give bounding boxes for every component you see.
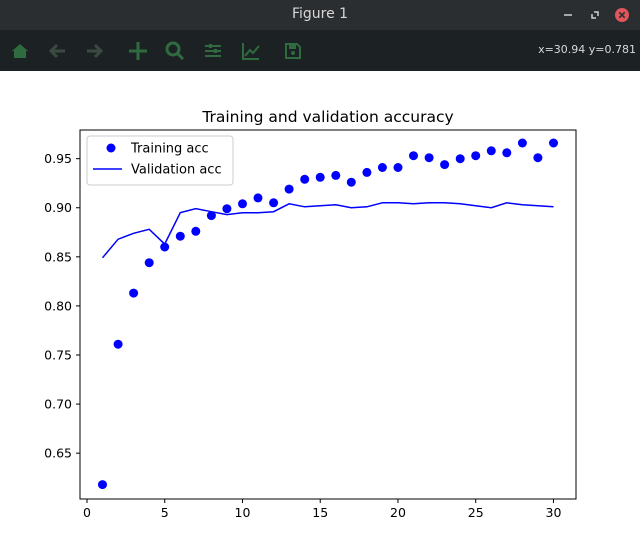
training-acc-point [191,226,201,236]
series-layer [98,138,558,490]
training-acc-point [440,160,450,170]
training-acc-point [533,153,543,163]
training-acc-point [269,198,279,208]
y-tick-label: 0.85 [44,249,72,264]
training-acc-point [502,148,512,158]
y-axis: 0.65 0.70 0.75 0.80 0.85 0.90 0.95 [44,151,80,461]
y-tick-label: 0.95 [44,151,72,166]
x-tick-label: 25 [468,505,484,520]
save-icon[interactable] [281,39,305,63]
x-tick-label: 5 [161,505,169,520]
legend-training-marker [106,143,116,153]
subplots-icon[interactable] [201,39,225,63]
window-title: Figure 1 [291,6,349,22]
training-acc-point [549,138,558,148]
training-acc-point [377,163,387,172]
x-tick-label: 10 [235,505,251,520]
training-acc-point [471,151,481,161]
training-acc-point [455,154,465,164]
forward-icon[interactable] [82,39,106,63]
training-acc-point [160,242,170,252]
y-tick-label: 0.90 [44,200,72,215]
y-tick-label: 0.80 [44,298,72,313]
training-acc-point [253,193,263,203]
training-acc-point [315,172,325,182]
training-acc-point [424,153,434,163]
zoom-icon[interactable] [163,39,187,63]
training-acc-point [486,146,496,156]
validation-acc-line [101,202,554,259]
legend-training-label: Training acc [130,142,209,157]
minimize-icon[interactable] [559,6,577,24]
training-acc-point [393,163,403,172]
training-acc-point [284,184,294,194]
close-icon[interactable] [613,6,631,24]
accuracy-chart[interactable]: Training and validation accuracy 0 5 10 15 2… [0,71,640,552]
y-tick-label: 0.65 [44,446,72,461]
edit-axes-icon[interactable] [239,39,263,63]
training-acc-point [517,138,527,148]
training-acc-point [129,288,139,298]
training-acc-point [409,151,418,161]
training-acc-point [222,204,232,214]
x-tick-label: 15 [312,505,328,520]
training-acc-point [331,170,341,180]
x-tick-label: 20 [390,505,406,520]
training-acc-point [362,167,372,177]
training-acc-point [346,177,356,187]
training-acc-point [206,211,216,221]
pan-icon[interactable] [126,39,150,63]
navigation-toolbar: x=30.94 y=0.781 [0,30,640,71]
back-icon[interactable] [46,39,70,63]
y-tick-label: 0.75 [44,347,72,362]
window-titlebar: Figure 1 [0,0,640,30]
restore-icon[interactable] [586,6,604,24]
x-axis: 0 5 10 15 20 25 30 [83,499,561,520]
training-acc-point [300,174,310,184]
plot-area[interactable] [79,129,577,500]
training-acc-point [98,480,107,490]
cursor-coordinates: x=30.94 y=0.781 [538,43,636,56]
chart-title: Training and validation accuracy [201,108,453,126]
y-tick-label: 0.70 [44,397,72,412]
legend-validation-label: Validation acc [131,163,222,178]
training-acc-point [113,339,123,349]
x-tick-label: 30 [546,505,562,520]
legend: Training acc Validation acc [86,135,234,186]
training-acc-point [238,199,247,209]
legend-box [86,135,234,186]
training-acc-point [144,258,154,268]
x-tick-label: 0 [83,505,91,520]
home-icon[interactable] [8,39,32,63]
training-acc-point [175,231,185,241]
figure-canvas[interactable]: Training and validation accuracy 0 5 10 15 2… [0,71,640,552]
